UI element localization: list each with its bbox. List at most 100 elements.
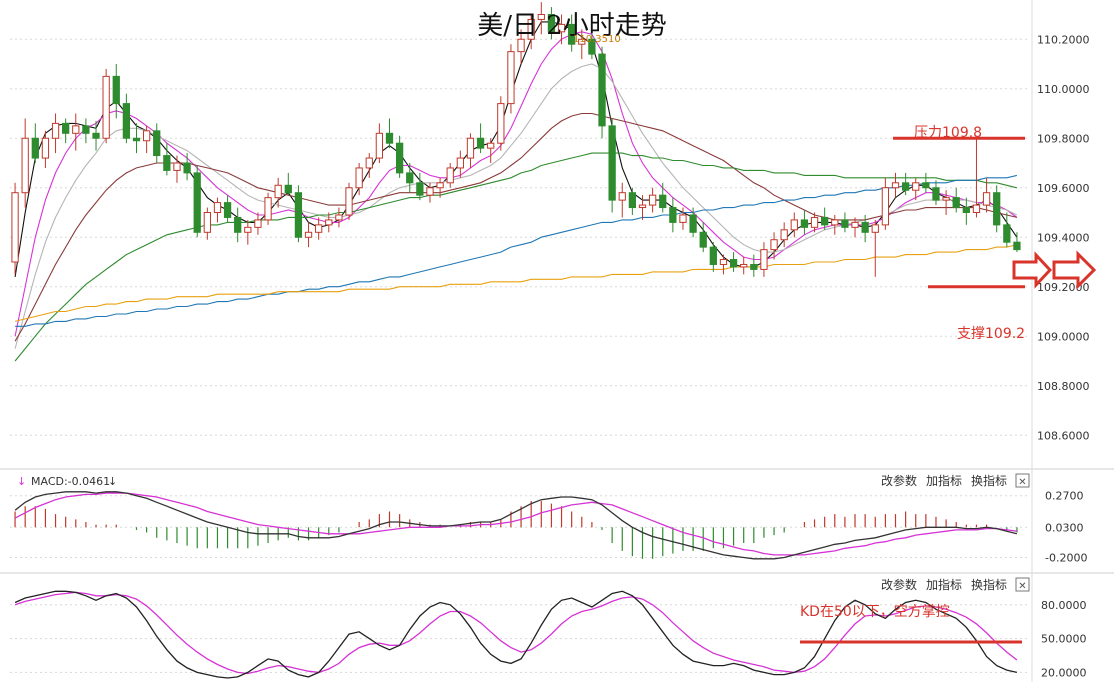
macd-dea-line [14,492,1017,556]
kd-close-icon: ✕ [1018,581,1026,592]
ma-green-line [14,152,1018,362]
kd-d-line [14,591,1018,675]
candle-down [153,130,161,157]
candle-up [831,219,839,226]
kd-layer [14,590,1018,679]
candle-up [335,214,343,221]
candle-up [315,224,323,233]
kd-swap-indicator-button[interactable]: 换指标 [971,577,1007,592]
candle-down [659,194,667,209]
macd-arrow-icon: ↓ [108,475,117,488]
candle-down [598,53,606,127]
candle-down [62,122,70,134]
ma-magenta-line [14,31,1018,337]
candle-down [193,172,201,233]
candle-down [92,132,100,139]
candle-down [922,182,930,189]
candle-down [183,162,191,174]
kd-toolbar: 改参数 加指标 换指标 ✕ [881,577,1030,592]
candle-down [800,219,809,228]
candle-up [770,239,778,251]
candle-down [223,202,232,218]
candle-up [345,187,353,216]
macd-add-indicator-button[interactable]: 加指标 [926,473,962,488]
candle-up [851,221,859,228]
macd-change-params-button[interactable]: 改参数 [881,473,917,488]
candle-up [891,182,900,189]
candle-down [234,216,242,233]
kd-tick-label: 20.0000 [1041,666,1087,679]
candle-up [537,14,545,20]
chart-title: 美/日 2小时走势 [477,11,667,41]
kd-k-line [14,590,1018,679]
macd-down-arrow-icon: ↓ [17,475,26,488]
candle-up [487,142,495,149]
candle-up [648,194,657,206]
candle-down [31,137,39,159]
candle-up [527,18,535,40]
candle-up [11,192,19,263]
price-tick-label: 109.4000 [1037,231,1090,244]
kd-change-params-button[interactable]: 改参数 [881,577,917,592]
ma-brown-line [14,112,1018,342]
price-tick-label: 109.2000 [1037,281,1090,294]
candle-up [325,219,333,226]
candle-up [173,162,181,171]
macd-swap-indicator-button[interactable]: 换指标 [971,473,1007,488]
candle-up [578,38,586,45]
candle-up [446,167,454,184]
candle-up [21,137,29,194]
macd-dif-line [14,491,1018,560]
kd-tick-label: 50.0000 [1041,633,1087,646]
candle-down [608,125,616,201]
price-tick-label: 108.6000 [1037,429,1090,442]
candle-up [41,137,50,159]
candle-up [456,157,464,169]
macd-layer [14,491,1018,560]
macd-close-button[interactable] [1015,473,1030,488]
candle-up [203,212,211,233]
candle-up [810,216,819,228]
candle-down [476,137,485,149]
candle-up [375,132,384,159]
price-tick-label: 108.8000 [1037,380,1090,393]
candle-up [355,167,363,189]
moving-average-layer [14,21,1018,362]
kd-note-label: KD在50以下，空方掌控 [800,604,950,620]
candle-up [557,23,566,33]
ma-blue-line [15,174,1018,327]
candle-down [993,192,1001,226]
kd-add-indicator-button[interactable]: 加指标 [926,577,962,592]
candle-down [952,197,960,209]
candle-up [365,157,373,169]
macd-label-group: ↓ MACD:-0.0461 ↓ [17,475,117,488]
candle-up [618,192,626,201]
price-tick-label: 109.0000 [1037,330,1090,343]
candle-down [729,259,738,268]
annotation-layer [800,136,1097,644]
macd-label: MACD:-0.0461 [31,475,110,488]
price-tick-label: 109.6000 [1037,182,1090,195]
direction-arrow-icon [1012,251,1053,289]
price-tick-label: 110.2000 [1037,33,1090,46]
candle-down [132,137,141,142]
kd-close-button[interactable] [1015,577,1030,592]
candle-down [821,216,829,226]
candle-up [244,226,252,233]
macd-tick-label: -0.2000 [1045,551,1087,564]
candle-up [679,214,687,223]
candle-up [51,122,60,139]
candle-down [699,231,707,248]
candle-down [709,246,717,265]
candlestick-layer [11,2,1021,277]
candle-down [163,155,171,171]
candle-down [385,132,394,144]
candle-up [972,204,981,213]
candle-down [841,219,849,228]
candle-up [72,125,80,134]
candle-up [740,263,748,268]
candle-down [861,221,869,233]
candle-down [901,182,910,191]
candle-down [962,207,970,214]
